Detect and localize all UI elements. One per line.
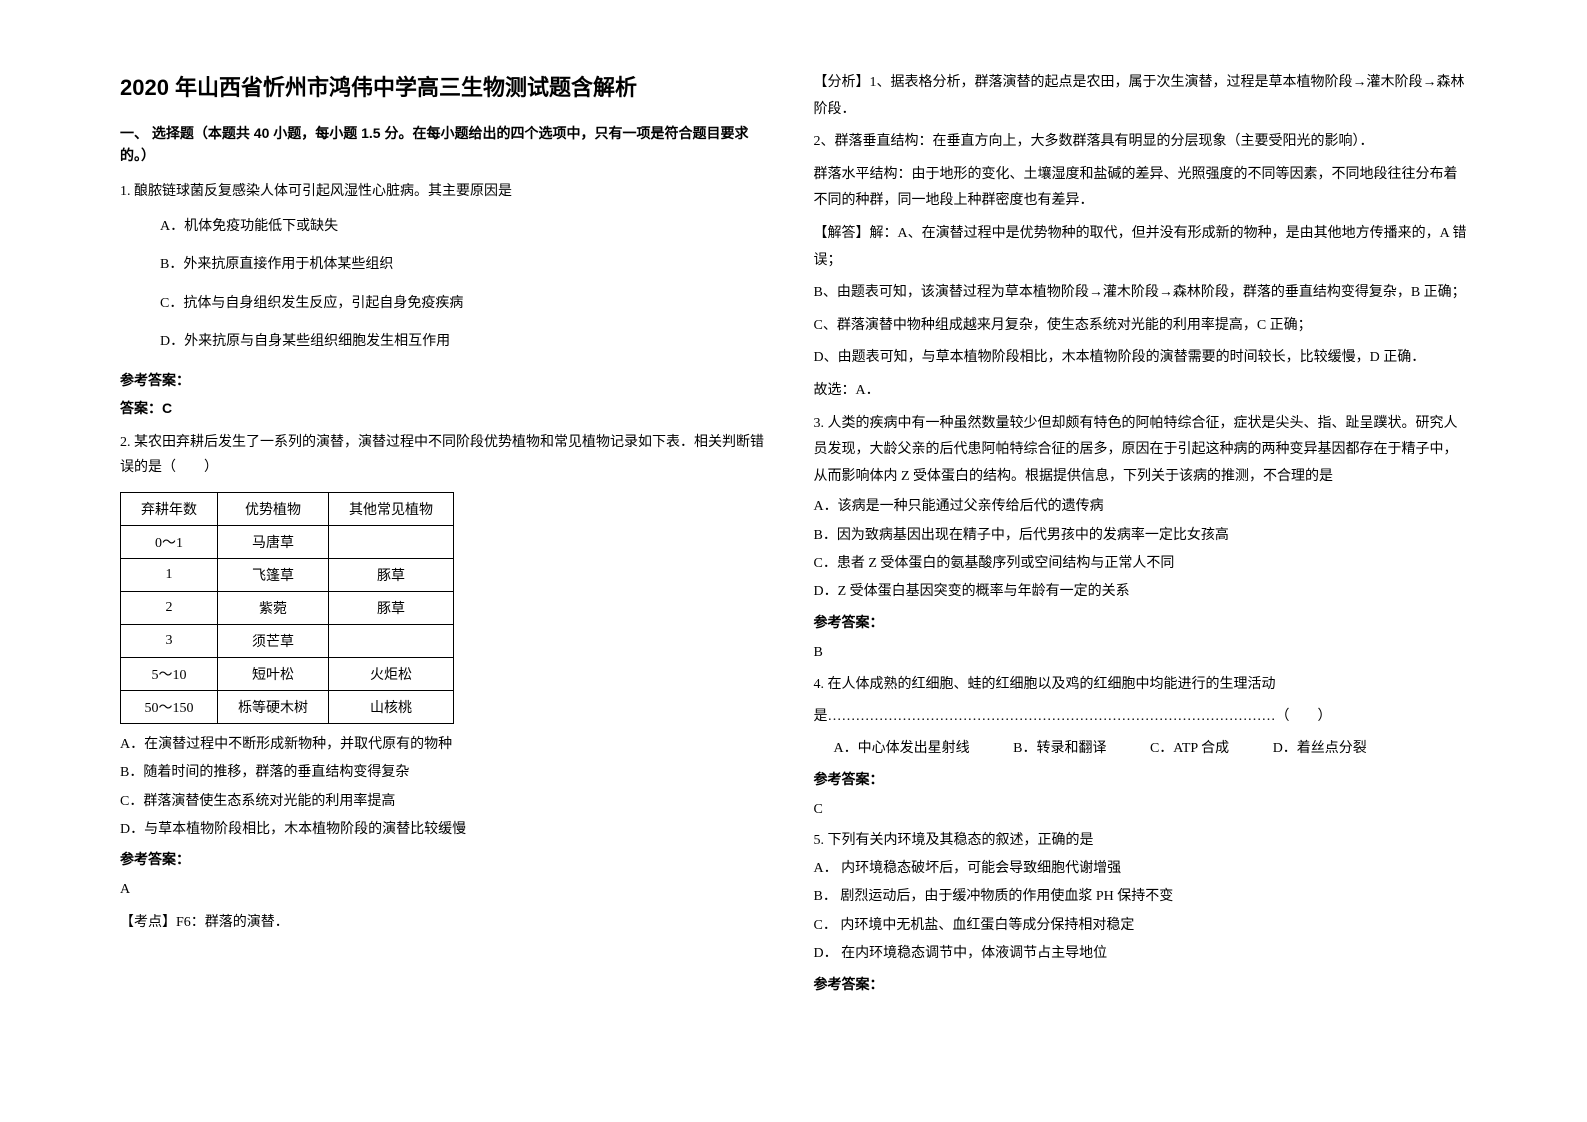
q2-answer: A xyxy=(120,877,774,904)
table-cell: 飞篷草 xyxy=(218,558,329,591)
analysis-2: 2、群落垂直结构：在垂直方向上，大多数群落具有明显的分层现象（主要受阳光的影响）… xyxy=(814,129,1468,156)
table-cell: 2 xyxy=(121,591,218,624)
table-row: 5～10短叶松火炬松 xyxy=(121,657,454,690)
q1-option-a: A．机体免疫功能低下或缺失 xyxy=(160,216,774,238)
table-row: 1飞篷草豚草 xyxy=(121,558,454,591)
q2-text: 2. 某农田弃耕后发生了一系列的演替，演替过程中不同阶段优势植物和常见植物记录如… xyxy=(120,430,774,480)
q4-dotted: 是……………………………………………………………………………………（ ） xyxy=(814,705,1468,725)
table-row: 50～150栎等硬木树山核桃 xyxy=(121,690,454,723)
table-cell: 紫菀 xyxy=(218,591,329,624)
q2-ref-label: 参考答案： xyxy=(120,849,774,869)
q4-text: 4. 在人体成熟的红细胞、蛙的红细胞以及鸡的红细胞中均能进行的生理活动 xyxy=(814,672,1468,699)
q4-option-b: B．转录和翻译 xyxy=(1013,741,1106,756)
q5-text: 5. 下列有关内环境及其稳态的叙述，正确的是 xyxy=(814,830,1468,852)
solve-3: C、群落演替中物种组成越来月复杂，使生态系统对光能的利用率提高，C 正确； xyxy=(814,313,1468,340)
th-years: 弃耕年数 xyxy=(121,492,218,525)
solve-2: B、由题表可知，该演替过程为草本植物阶段→灌木阶段→森林阶段，群落的垂直结构变得… xyxy=(814,280,1468,307)
right-column: 【分析】1、据表格分析，群落演替的起点是农田，属于次生演替，过程是草本植物阶段→… xyxy=(794,70,1488,1052)
q3-answer: B xyxy=(814,640,1468,667)
solve-5: 故选：A． xyxy=(814,378,1468,405)
section-header: 一、 选择题（本题共 40 小题，每小题 1.5 分。在每小题给出的四个选项中，… xyxy=(120,122,774,167)
q2-exam-point: 【考点】F6：群落的演替． xyxy=(120,910,774,937)
q1-text: 1. 酿脓链球菌反复感染人体可引起风湿性心脏病。其主要原因是 xyxy=(120,179,774,204)
table-cell: 短叶松 xyxy=(218,657,329,690)
q2-option-d: D．与草本植物阶段相比，木本植物阶段的演替比较缓慢 xyxy=(120,819,774,841)
q4-answer: C xyxy=(814,797,1468,824)
th-common: 其他常见植物 xyxy=(329,492,454,525)
table-row: 0～1马唐草 xyxy=(121,525,454,558)
solve-4: D、由题表可知，与草本植物阶段相比，木本植物阶段的演替需要的时间较长，比较缓慢，… xyxy=(814,345,1468,372)
q3-option-b: B．因为致病基因出现在精子中，后代男孩中的发病率一定比女孩高 xyxy=(814,525,1468,547)
q2-option-b: B．随着时间的推移，群落的垂直结构变得复杂 xyxy=(120,762,774,784)
q5-option-c: C． 内环境中无机盐、血红蛋白等成分保持相对稳定 xyxy=(814,915,1468,937)
q3-option-c: C．患者 Z 受体蛋白的氨基酸序列或空间结构与正常人不同 xyxy=(814,553,1468,575)
table-cell: 马唐草 xyxy=(218,525,329,558)
table-cell: 3 xyxy=(121,624,218,657)
table-row: 2紫菀豚草 xyxy=(121,591,454,624)
table-header-row: 弃耕年数 优势植物 其他常见植物 xyxy=(121,492,454,525)
q3-option-d: D．Z 受体蛋白基因突变的概率与年龄有一定的关系 xyxy=(814,581,1468,603)
q1-ref-label: 参考答案： xyxy=(120,370,774,390)
q3-ref-label: 参考答案： xyxy=(814,612,1468,632)
q3-option-a: A．该病是一种只能通过父亲传给后代的遗传病 xyxy=(814,496,1468,518)
exam-title: 2020 年山西省忻州市鸿伟中学高三生物测试题含解析 xyxy=(120,70,774,102)
q5-option-d: D． 在内环境稳态调节中，体液调节占主导地位 xyxy=(814,943,1468,965)
table-cell: 火炬松 xyxy=(329,657,454,690)
table-cell: 1 xyxy=(121,558,218,591)
table-cell: 豚草 xyxy=(329,558,454,591)
q5-option-b: B． 剧烈运动后，由于缓冲物质的作用使血浆 PH 保持不变 xyxy=(814,886,1468,908)
q5-ref-label: 参考答案： xyxy=(814,974,1468,994)
table-cell: 0～1 xyxy=(121,525,218,558)
th-dominant: 优势植物 xyxy=(218,492,329,525)
table-cell: 豚草 xyxy=(329,591,454,624)
analysis-3: 群落水平结构：由于地形的变化、土壤湿度和盐碱的差异、光照强度的不同等因素，不同地… xyxy=(814,162,1468,215)
table-cell: 栎等硬木树 xyxy=(218,690,329,723)
table-cell: 5～10 xyxy=(121,657,218,690)
q4-option-c: C．ATP 合成 xyxy=(1150,741,1229,756)
solve-1: 【解答】解：A、在演替过程中是优势物种的取代，但并没有形成新的物种，是由其他地方… xyxy=(814,221,1468,274)
q4-options: A．中心体发出星射线 B．转录和翻译 C．ATP 合成 D．着丝点分裂 xyxy=(834,737,1468,757)
table-cell xyxy=(329,624,454,657)
q5-option-a: A． 内环境稳态破坏后，可能会导致细胞代谢增强 xyxy=(814,858,1468,880)
q3-text: 3. 人类的疾病中有一种虽然数量较少但却颇有特色的阿帕特综合征，症状是尖头、指、… xyxy=(814,411,1468,491)
q4-option-a: A．中心体发出星射线 xyxy=(834,741,970,756)
analysis-1: 【分析】1、据表格分析，群落演替的起点是农田，属于次生演替，过程是草本植物阶段→… xyxy=(814,70,1468,123)
table-cell: 山核桃 xyxy=(329,690,454,723)
q4-option-d: D．着丝点分裂 xyxy=(1273,741,1367,756)
q1-option-b: B．外来抗原直接作用于机体某些组织 xyxy=(160,254,774,276)
q1-answer: 答案：C xyxy=(120,398,774,418)
q2-option-a: A．在演替过程中不断形成新物种，并取代原有的物种 xyxy=(120,734,774,756)
left-column: 2020 年山西省忻州市鸿伟中学高三生物测试题含解析 一、 选择题（本题共 40… xyxy=(100,70,794,1052)
q1-option-c: C．抗体与自身组织发生反应，引起自身免疫疾病 xyxy=(160,293,774,315)
q2-table: 弃耕年数 优势植物 其他常见植物 0～1马唐草1飞篷草豚草2紫菀豚草3须芒草5～… xyxy=(120,492,454,724)
table-cell: 须芒草 xyxy=(218,624,329,657)
q4-ref-label: 参考答案： xyxy=(814,769,1468,789)
q2-option-c: C．群落演替使生态系统对光能的利用率提高 xyxy=(120,791,774,813)
table-cell: 50～150 xyxy=(121,690,218,723)
table-cell xyxy=(329,525,454,558)
table-row: 3须芒草 xyxy=(121,624,454,657)
q1-option-d: D．外来抗原与自身某些组织细胞发生相互作用 xyxy=(160,331,774,353)
